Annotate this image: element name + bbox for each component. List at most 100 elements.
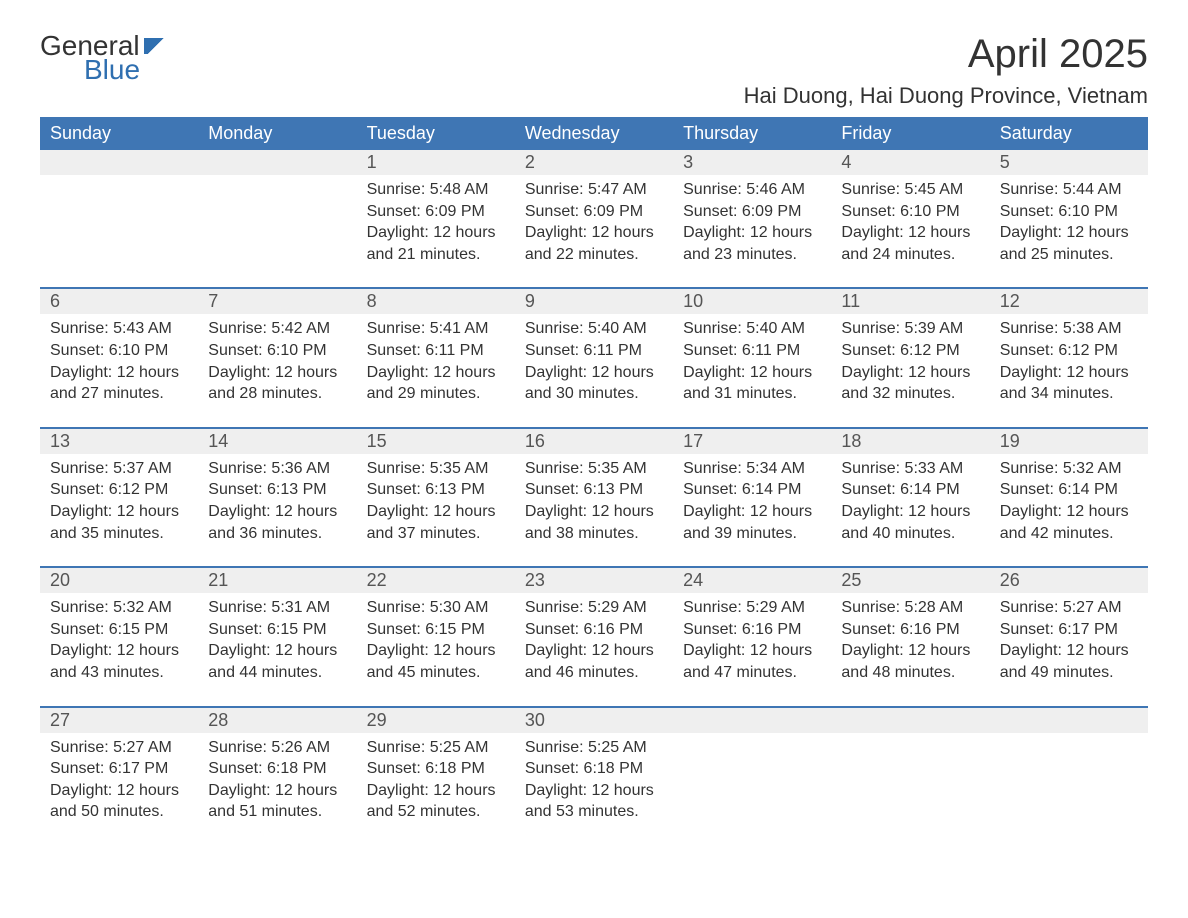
day-info-cell: Sunrise: 5:32 AMSunset: 6:15 PMDaylight:…	[40, 593, 198, 706]
day-number-cell: 13	[40, 428, 198, 454]
daylight-line: Daylight: 12 hours and 24 minutes.	[841, 222, 979, 265]
day-number-cell: 11	[831, 288, 989, 314]
day-info-cell: Sunrise: 5:35 AMSunset: 6:13 PMDaylight:…	[357, 454, 515, 567]
day-number-row: 6789101112	[40, 288, 1148, 314]
daylight-line: Daylight: 12 hours and 22 minutes.	[525, 222, 663, 265]
sunrise-line: Sunrise: 5:43 AM	[50, 318, 188, 340]
sunset-line: Sunset: 6:15 PM	[367, 619, 505, 641]
weekday-header: Friday	[831, 117, 989, 150]
day-info-cell: Sunrise: 5:25 AMSunset: 6:18 PMDaylight:…	[357, 733, 515, 845]
weekday-header: Wednesday	[515, 117, 673, 150]
daylight-line: Daylight: 12 hours and 49 minutes.	[1000, 640, 1138, 683]
sunset-line: Sunset: 6:17 PM	[50, 758, 188, 780]
day-number-cell	[673, 707, 831, 733]
daylight-line: Daylight: 12 hours and 53 minutes.	[525, 780, 663, 823]
sunset-line: Sunset: 6:11 PM	[367, 340, 505, 362]
daylight-line: Daylight: 12 hours and 42 minutes.	[1000, 501, 1138, 544]
day-info-row: Sunrise: 5:43 AMSunset: 6:10 PMDaylight:…	[40, 314, 1148, 427]
sunset-line: Sunset: 6:11 PM	[525, 340, 663, 362]
sunrise-line: Sunrise: 5:32 AM	[50, 597, 188, 619]
day-info-cell: Sunrise: 5:31 AMSunset: 6:15 PMDaylight:…	[198, 593, 356, 706]
day-number-cell: 27	[40, 707, 198, 733]
day-info-cell: Sunrise: 5:40 AMSunset: 6:11 PMDaylight:…	[515, 314, 673, 427]
day-number-cell: 26	[990, 567, 1148, 593]
daylight-line: Daylight: 12 hours and 31 minutes.	[683, 362, 821, 405]
daylight-line: Daylight: 12 hours and 47 minutes.	[683, 640, 821, 683]
day-info-cell: Sunrise: 5:33 AMSunset: 6:14 PMDaylight:…	[831, 454, 989, 567]
daylight-line: Daylight: 12 hours and 39 minutes.	[683, 501, 821, 544]
weekday-header: Sunday	[40, 117, 198, 150]
daylight-line: Daylight: 12 hours and 44 minutes.	[208, 640, 346, 683]
daylight-line: Daylight: 12 hours and 43 minutes.	[50, 640, 188, 683]
daylight-line: Daylight: 12 hours and 40 minutes.	[841, 501, 979, 544]
day-number-cell: 8	[357, 288, 515, 314]
day-info-cell: Sunrise: 5:25 AMSunset: 6:18 PMDaylight:…	[515, 733, 673, 845]
day-info-cell: Sunrise: 5:27 AMSunset: 6:17 PMDaylight:…	[990, 593, 1148, 706]
day-number-cell: 23	[515, 567, 673, 593]
sunset-line: Sunset: 6:09 PM	[683, 201, 821, 223]
day-number-cell	[198, 150, 356, 175]
daylight-line: Daylight: 12 hours and 37 minutes.	[367, 501, 505, 544]
daylight-line: Daylight: 12 hours and 52 minutes.	[367, 780, 505, 823]
sunset-line: Sunset: 6:16 PM	[525, 619, 663, 641]
sunset-line: Sunset: 6:09 PM	[367, 201, 505, 223]
day-info-cell: Sunrise: 5:45 AMSunset: 6:10 PMDaylight:…	[831, 175, 989, 288]
day-info-cell	[40, 175, 198, 288]
day-number-cell: 19	[990, 428, 1148, 454]
day-info-cell: Sunrise: 5:37 AMSunset: 6:12 PMDaylight:…	[40, 454, 198, 567]
sunset-line: Sunset: 6:09 PM	[525, 201, 663, 223]
day-info-cell: Sunrise: 5:29 AMSunset: 6:16 PMDaylight:…	[515, 593, 673, 706]
sunset-line: Sunset: 6:12 PM	[841, 340, 979, 362]
day-number-row: 20212223242526	[40, 567, 1148, 593]
day-number-cell: 14	[198, 428, 356, 454]
day-number-cell: 28	[198, 707, 356, 733]
weekday-header: Tuesday	[357, 117, 515, 150]
day-number-cell: 6	[40, 288, 198, 314]
daylight-line: Daylight: 12 hours and 23 minutes.	[683, 222, 821, 265]
day-number-row: 12345	[40, 150, 1148, 175]
day-info-cell: Sunrise: 5:38 AMSunset: 6:12 PMDaylight:…	[990, 314, 1148, 427]
day-number-cell	[831, 707, 989, 733]
sunset-line: Sunset: 6:13 PM	[208, 479, 346, 501]
daylight-line: Daylight: 12 hours and 21 minutes.	[367, 222, 505, 265]
day-info-cell: Sunrise: 5:27 AMSunset: 6:17 PMDaylight:…	[40, 733, 198, 845]
sunset-line: Sunset: 6:10 PM	[841, 201, 979, 223]
title-block: April 2025 Hai Duong, Hai Duong Province…	[744, 32, 1148, 109]
daylight-line: Daylight: 12 hours and 36 minutes.	[208, 501, 346, 544]
day-number-cell: 29	[357, 707, 515, 733]
sunset-line: Sunset: 6:13 PM	[367, 479, 505, 501]
daylight-line: Daylight: 12 hours and 34 minutes.	[1000, 362, 1138, 405]
sunset-line: Sunset: 6:14 PM	[841, 479, 979, 501]
day-number-cell: 9	[515, 288, 673, 314]
daylight-line: Daylight: 12 hours and 29 minutes.	[367, 362, 505, 405]
day-info-cell	[198, 175, 356, 288]
day-info-cell: Sunrise: 5:32 AMSunset: 6:14 PMDaylight:…	[990, 454, 1148, 567]
weekday-header-row: Sunday Monday Tuesday Wednesday Thursday…	[40, 117, 1148, 150]
day-number-cell: 25	[831, 567, 989, 593]
daylight-line: Daylight: 12 hours and 48 minutes.	[841, 640, 979, 683]
sunrise-line: Sunrise: 5:39 AM	[841, 318, 979, 340]
day-info-cell: Sunrise: 5:34 AMSunset: 6:14 PMDaylight:…	[673, 454, 831, 567]
sunrise-line: Sunrise: 5:34 AM	[683, 458, 821, 480]
sunset-line: Sunset: 6:17 PM	[1000, 619, 1138, 641]
logo: General Blue	[40, 32, 168, 84]
page-header: General Blue April 2025 Hai Duong, Hai D…	[40, 32, 1148, 109]
sunrise-line: Sunrise: 5:25 AM	[367, 737, 505, 759]
logo-flag-icon	[144, 38, 168, 54]
daylight-line: Daylight: 12 hours and 35 minutes.	[50, 501, 188, 544]
weekday-header: Thursday	[673, 117, 831, 150]
day-info-cell: Sunrise: 5:39 AMSunset: 6:12 PMDaylight:…	[831, 314, 989, 427]
day-number-cell: 10	[673, 288, 831, 314]
day-number-cell: 20	[40, 567, 198, 593]
sunrise-line: Sunrise: 5:35 AM	[525, 458, 663, 480]
day-number-cell: 22	[357, 567, 515, 593]
sunrise-line: Sunrise: 5:46 AM	[683, 179, 821, 201]
daylight-line: Daylight: 12 hours and 28 minutes.	[208, 362, 346, 405]
day-number-cell: 30	[515, 707, 673, 733]
sunset-line: Sunset: 6:12 PM	[1000, 340, 1138, 362]
sunrise-line: Sunrise: 5:38 AM	[1000, 318, 1138, 340]
sunset-line: Sunset: 6:15 PM	[50, 619, 188, 641]
day-info-cell: Sunrise: 5:44 AMSunset: 6:10 PMDaylight:…	[990, 175, 1148, 288]
day-info-cell: Sunrise: 5:41 AMSunset: 6:11 PMDaylight:…	[357, 314, 515, 427]
daylight-line: Daylight: 12 hours and 51 minutes.	[208, 780, 346, 823]
